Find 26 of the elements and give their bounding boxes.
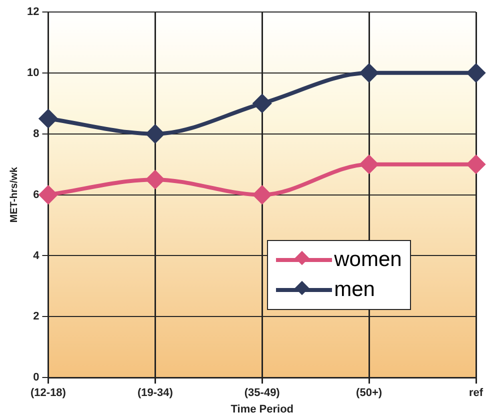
y-tick-label: 10 bbox=[26, 66, 40, 79]
x-axis-title: Time Period bbox=[230, 403, 294, 416]
y-tick-label: 12 bbox=[26, 6, 40, 18]
x-tick-label: (35-49) bbox=[244, 387, 280, 400]
x-tick-label: (19-34) bbox=[137, 387, 174, 400]
y-axis-title: MET-hrs/wk bbox=[8, 166, 20, 223]
x-tick-label: (12-18) bbox=[30, 387, 66, 400]
point bbox=[360, 155, 378, 174]
legend-label: men bbox=[334, 277, 375, 304]
y-tick-label: 0 bbox=[33, 372, 40, 384]
y-tick-label: 8 bbox=[33, 128, 40, 140]
point bbox=[253, 94, 272, 112]
point bbox=[253, 186, 272, 204]
point bbox=[360, 64, 378, 82]
y-tick-label: 4 bbox=[33, 250, 40, 262]
legend-label: women bbox=[334, 247, 402, 274]
point bbox=[39, 110, 58, 128]
point bbox=[467, 64, 485, 82]
y-tick-label: 2 bbox=[33, 310, 40, 323]
point bbox=[146, 124, 164, 143]
x-tick-label: ref bbox=[468, 387, 484, 400]
y-tick-label: 6 bbox=[33, 188, 40, 201]
x-tick-label: (50+) bbox=[356, 387, 382, 400]
point bbox=[146, 170, 164, 189]
point bbox=[467, 155, 485, 174]
point bbox=[39, 186, 58, 204]
